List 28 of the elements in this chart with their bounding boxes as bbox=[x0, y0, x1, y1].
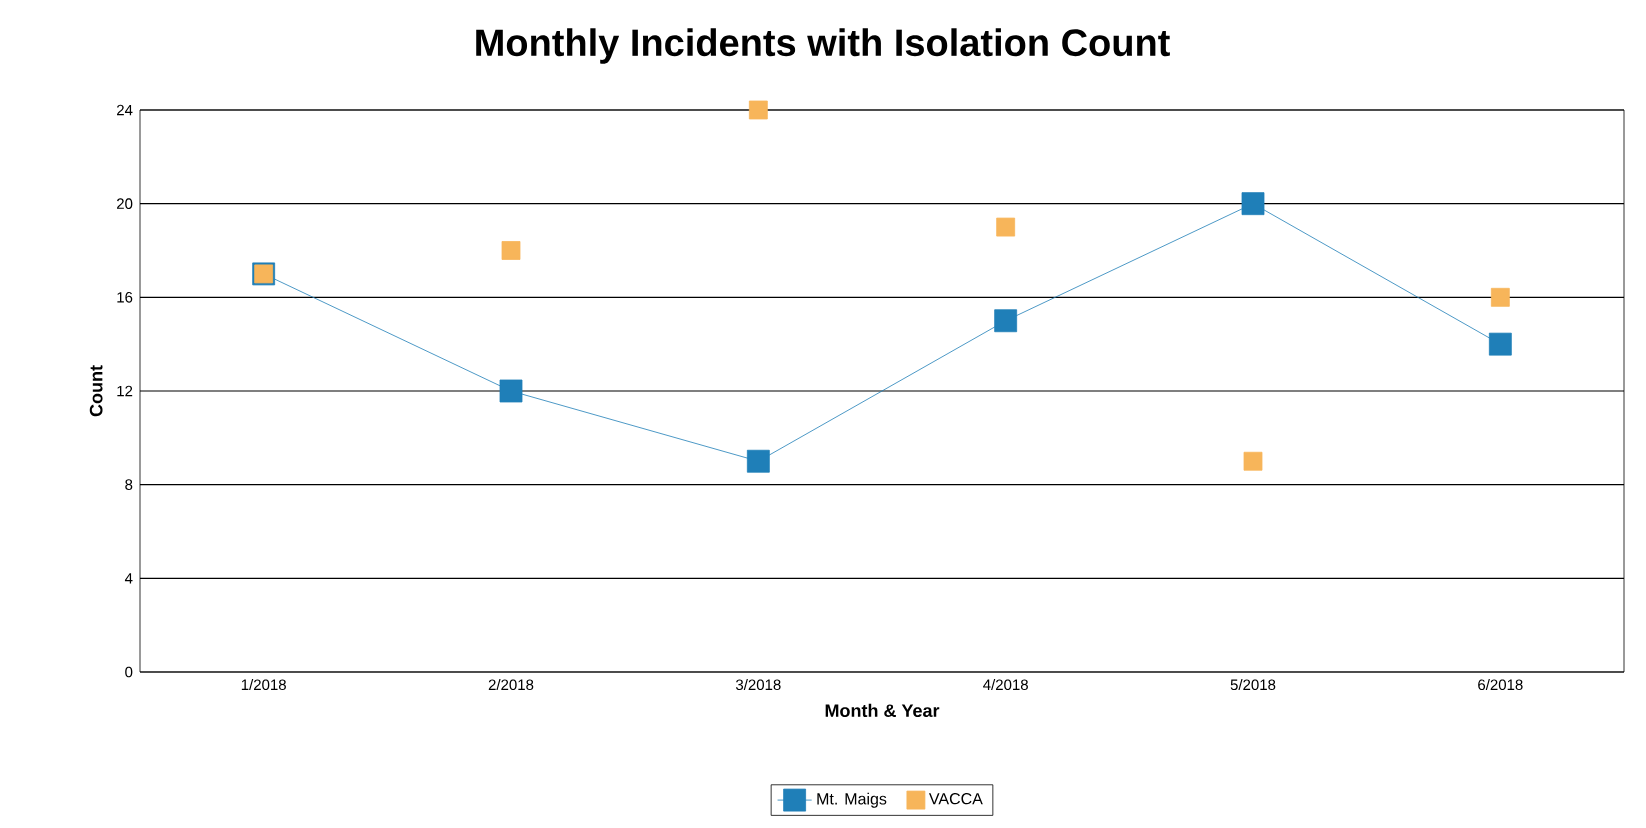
y-tick-label: 20 bbox=[117, 198, 133, 209]
x-tick-label: 3/2018 bbox=[735, 679, 781, 691]
legend-label: VACCA bbox=[928, 793, 983, 805]
point bbox=[1241, 192, 1265, 216]
y-axis-title: Count bbox=[89, 365, 103, 417]
x-tick-label: 6/2018 bbox=[1478, 679, 1523, 691]
point bbox=[1488, 332, 1512, 356]
y-tick-label: 4 bbox=[124, 573, 133, 584]
x-axis-title: Month & Year bbox=[825, 703, 940, 718]
x-tick-label: 2/2018 bbox=[488, 679, 534, 691]
point bbox=[748, 100, 768, 120]
legend-label: Mt. Maigs bbox=[817, 792, 887, 808]
y-tick-label: 16 bbox=[117, 292, 133, 303]
point bbox=[501, 241, 521, 260]
x-tick-label: 4/2018 bbox=[983, 679, 1028, 691]
point bbox=[499, 379, 523, 403]
x-tick-label: 5/2018 bbox=[1230, 679, 1276, 691]
y-tick-label: 12 bbox=[117, 385, 133, 397]
point bbox=[996, 217, 1016, 237]
point bbox=[994, 309, 1018, 333]
point bbox=[1243, 451, 1263, 471]
point bbox=[746, 449, 770, 473]
point bbox=[1490, 287, 1510, 307]
y-tick-label: 8 bbox=[125, 479, 133, 490]
chart-title: Monthly Incidents with Isolation Count bbox=[476, 28, 1170, 64]
y-tick-label: 0 bbox=[125, 666, 133, 678]
y-tick-label: 24 bbox=[117, 104, 133, 116]
x-tick-label: 1/2018 bbox=[241, 679, 286, 691]
